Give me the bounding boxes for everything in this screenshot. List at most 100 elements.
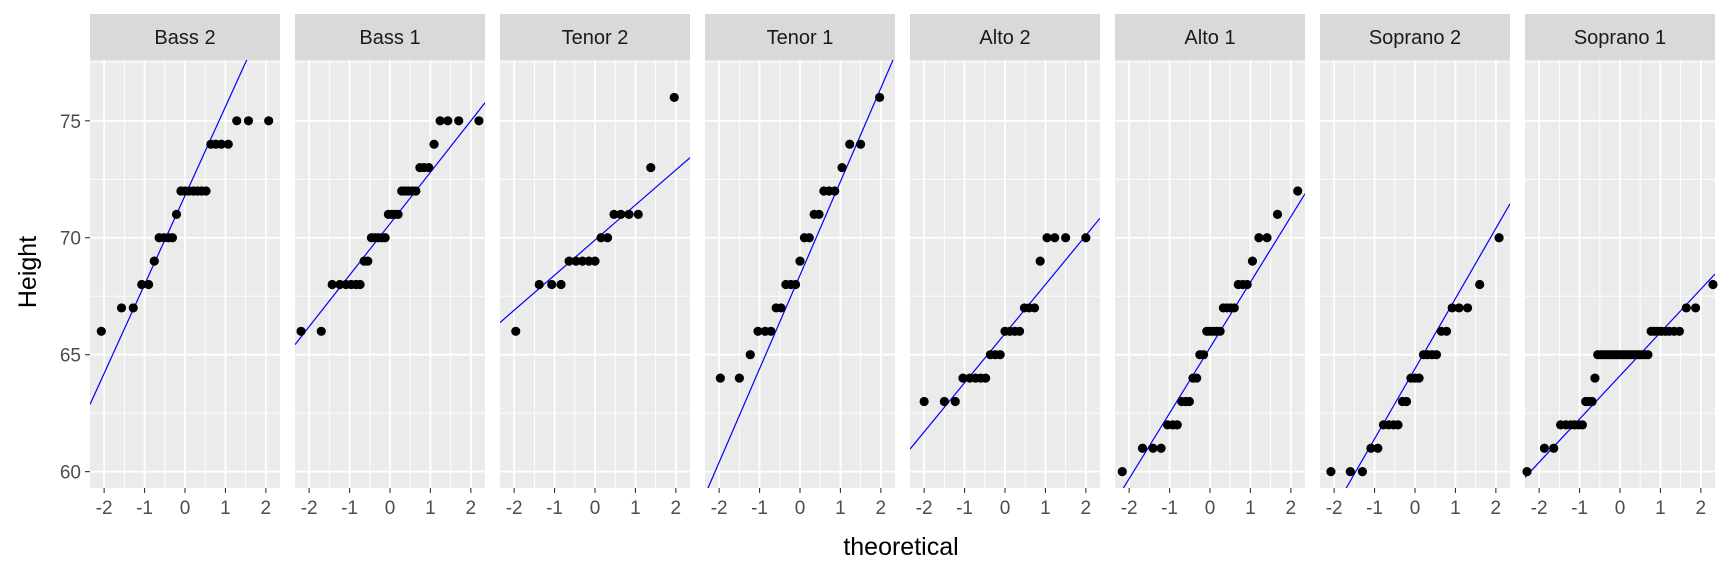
data-point	[443, 116, 453, 126]
data-point	[1215, 326, 1225, 336]
facet-strip-label: Tenor 1	[767, 27, 834, 49]
facet-strip-label: Soprano 1	[1574, 27, 1666, 49]
facet-soprano-2: Soprano 2 -2 -1 0 1 2	[1320, 14, 1510, 519]
data-point	[1454, 303, 1464, 313]
x-tick-label: 1	[835, 498, 846, 519]
data-point	[556, 279, 566, 290]
data-point	[875, 92, 885, 103]
facet-bass-1: Bass 1 -2 -1 0 1 2	[295, 14, 485, 519]
y-tick-label: 70	[60, 229, 81, 250]
data-point	[1035, 256, 1045, 266]
data-point	[1681, 303, 1691, 313]
qq-reference-line	[295, 102, 485, 346]
data-point	[1475, 279, 1485, 290]
data-point	[1539, 443, 1550, 453]
data-point	[1229, 303, 1239, 313]
data-point	[1081, 233, 1091, 243]
data-point	[167, 233, 178, 243]
facet-strip-label: Alto 2	[979, 27, 1030, 49]
data-point	[1522, 467, 1532, 477]
data-point	[1156, 443, 1166, 453]
facet-strip-label: Bass 2	[154, 27, 215, 49]
facet-strip	[295, 14, 485, 60]
facet-strip-label: Tenor 2	[562, 27, 629, 49]
facet-strip-label: Alto 1	[1184, 27, 1235, 49]
x-tick-label: 2	[876, 498, 887, 519]
facet-strip	[90, 14, 280, 60]
data-point	[745, 350, 755, 360]
data-point	[577, 256, 588, 266]
data-point	[1029, 303, 1040, 313]
x-tick-label: -2	[1326, 498, 1343, 519]
data-point	[393, 209, 403, 219]
x-tick-label: 2	[1696, 498, 1707, 519]
data-point	[596, 233, 606, 243]
data-point	[804, 233, 814, 243]
x-tick-label: 2	[1286, 498, 1297, 519]
facet-soprano-1: Soprano 1 -2 -1 0 1 2	[1522, 14, 1718, 519]
x-tick-label: -1	[956, 498, 973, 519]
data-point	[1293, 186, 1303, 196]
data-point	[753, 326, 763, 336]
x-tick-label: 0	[1615, 498, 1626, 519]
data-point	[1366, 443, 1376, 453]
data-point	[1577, 420, 1588, 430]
data-point	[939, 396, 949, 407]
data-point	[633, 209, 643, 219]
data-point	[795, 256, 805, 266]
data-point	[830, 186, 840, 196]
x-tick-label: 0	[385, 498, 396, 519]
data-point	[116, 303, 127, 313]
data-point	[144, 279, 154, 290]
data-point	[590, 256, 600, 266]
data-point	[602, 233, 613, 243]
data-point	[1393, 420, 1403, 430]
data-point	[1587, 396, 1597, 407]
x-tick-label: -1	[546, 498, 563, 519]
y-axis: 60 65 70 75	[60, 112, 90, 484]
data-point	[1148, 443, 1158, 453]
x-tick-label: -2	[916, 498, 933, 519]
y-tick-label: 75	[60, 112, 81, 133]
data-point	[1198, 350, 1209, 360]
data-point	[1708, 279, 1718, 290]
facet-tenor-1: Tenor 1 -2 -1 0 1 2	[705, 14, 895, 519]
x-tick-label: -2	[711, 498, 728, 519]
x-tick-label: 1	[1040, 498, 1051, 519]
facet-strip-label: Soprano 2	[1369, 27, 1461, 49]
facet-strip-label: Bass 1	[359, 27, 420, 49]
x-tick-label: -1	[1571, 498, 1588, 519]
data-point	[646, 162, 656, 173]
data-point	[1674, 326, 1685, 336]
data-point	[327, 279, 337, 290]
x-tick-label: 0	[795, 498, 806, 519]
data-point	[609, 209, 619, 219]
data-point	[296, 326, 306, 336]
data-point	[1414, 373, 1424, 383]
data-point	[534, 279, 544, 290]
data-point	[1447, 303, 1457, 313]
qq-reference-line	[90, 60, 248, 405]
facet-panels: Bass 2 -2 -1 0 1 2 Bass 1 -2 -1 0 1 2 Tenor 2 -2 -1 0 1 2…	[90, 14, 1718, 519]
data-point	[1441, 326, 1452, 336]
data-point	[171, 209, 182, 219]
data-point	[624, 209, 634, 219]
data-point	[96, 326, 106, 336]
data-point	[837, 162, 847, 173]
data-point	[564, 256, 574, 266]
qq-reference-line	[1122, 193, 1305, 488]
x-tick-label: 0	[1000, 498, 1011, 519]
data-point	[616, 209, 626, 219]
x-tick-label: -1	[1161, 498, 1178, 519]
qq-reference-line	[1345, 203, 1510, 488]
facet-alto-2: Alto 2 -2 -1 0 1 2	[910, 14, 1100, 519]
data-point	[1690, 303, 1701, 313]
x-tick-label: 2	[466, 498, 477, 519]
data-point	[1137, 443, 1148, 453]
data-point	[547, 279, 557, 290]
x-tick-label: -2	[1531, 498, 1548, 519]
data-point	[137, 279, 147, 290]
data-point	[363, 256, 373, 266]
data-point	[1254, 233, 1264, 243]
data-point	[669, 92, 679, 103]
